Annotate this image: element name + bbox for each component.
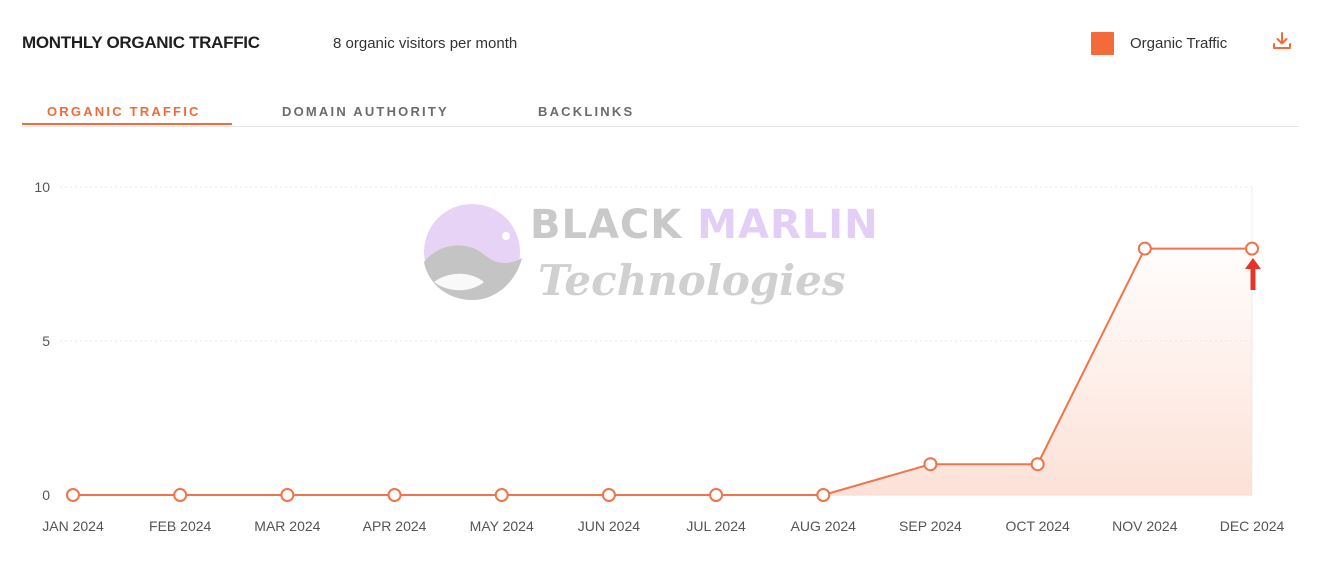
legend[interactable]: Organic Traffic [1091,30,1227,56]
x-tick-label: MAY 2024 [470,518,534,534]
active-tab-indicator [22,123,232,125]
chart-subtitle: 8 organic visitors per month [333,35,518,52]
line-chart: 0 5 10 JAN 2024 FEB 2024 MAR 2024 APR 2024 MAY… [34,179,1284,534]
data-point[interactable] [709,488,724,502]
tab-bar: ORGANIC TRAFFIC DOMAIN AUTHORITY BACKLIN… [22,100,1299,127]
x-tick-label: FEB 2024 [149,518,211,534]
y-tick-label: 5 [42,333,50,349]
tab-organic-traffic[interactable]: ORGANIC TRAFFIC [47,104,201,119]
x-tick-label: JAN 2024 [42,518,104,534]
chart-header: MONTHLY ORGANIC TRAFFIC 8 organic visito… [0,0,1320,80]
data-point[interactable] [280,488,295,502]
data-point[interactable] [66,488,80,502]
data-point[interactable] [1245,241,1259,256]
legend-swatch [1091,31,1114,55]
tab-backlinks[interactable]: BACKLINKS [538,104,635,119]
data-point[interactable] [1137,241,1152,256]
data-point[interactable] [173,488,188,502]
chart-title: MONTHLY ORGANIC TRAFFIC [22,33,260,52]
x-tick-label: SEP 2024 [899,518,962,534]
x-tick-label: JUN 2024 [578,518,640,534]
x-tick-label: NOV 2024 [1112,518,1178,534]
legend-label: Organic Traffic [1130,34,1228,52]
arrow-up-icon [1245,258,1261,290]
y-axis-ticks: 0 5 10 [34,179,50,503]
data-point[interactable] [494,488,509,502]
x-axis-ticks: JAN 2024 FEB 2024 MAR 2024 APR 2024 MAY 2024… [42,518,1284,534]
data-point[interactable] [923,457,938,472]
data-points [66,241,1259,502]
x-tick-label: OCT 2024 [1005,518,1070,534]
data-point[interactable] [816,488,831,502]
x-tick-label: MAR 2024 [254,518,320,534]
tab-domain-authority[interactable]: DOMAIN AUTHORITY [282,104,449,119]
y-tick-label: 10 [34,179,50,195]
data-point[interactable] [387,488,402,502]
x-tick-label: APR 2024 [363,518,427,534]
x-tick-label: AUG 2024 [791,518,857,534]
data-point[interactable] [601,488,616,502]
area-fill [73,248,1252,495]
y-tick-label: 0 [42,487,50,503]
data-point[interactable] [1030,457,1045,472]
x-tick-label: DEC 2024 [1220,518,1285,534]
series-line-organic-traffic [73,247,1252,496]
x-tick-label: JUL 2024 [686,518,746,534]
download-icon[interactable] [1271,30,1293,52]
